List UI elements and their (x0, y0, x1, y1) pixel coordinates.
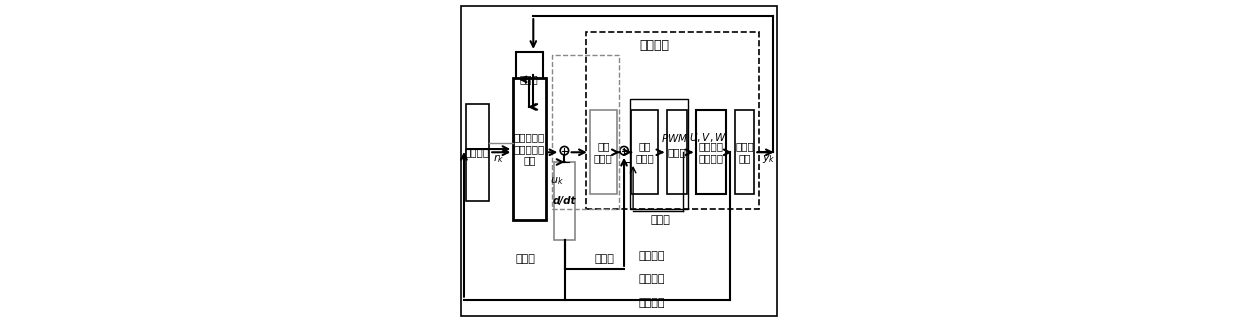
FancyBboxPatch shape (590, 110, 617, 194)
FancyBboxPatch shape (554, 162, 575, 240)
Text: $u_k$: $u_k$ (550, 176, 564, 187)
FancyBboxPatch shape (696, 110, 726, 194)
Text: 速度环: 速度环 (595, 254, 615, 264)
FancyBboxPatch shape (667, 110, 686, 194)
Text: 位置多周期
滑模重复控
制器: 位置多周期 滑模重复控 制器 (514, 133, 545, 166)
Text: 逆变器: 逆变器 (668, 147, 686, 157)
Text: 电流检测: 电流检测 (638, 274, 665, 284)
Text: 伺服对象: 伺服对象 (639, 39, 669, 52)
Text: $PWM$: $PWM$ (660, 132, 688, 144)
Text: 光电编
码器: 光电编 码器 (735, 142, 753, 163)
FancyBboxPatch shape (632, 110, 658, 194)
Text: 电流检测: 电流检测 (638, 251, 665, 261)
Text: 位置检测: 位置检测 (638, 298, 665, 308)
FancyBboxPatch shape (515, 52, 543, 107)
Text: $r_k$: $r_k$ (493, 152, 504, 165)
Text: −: − (621, 156, 631, 169)
Text: $y_k$: $y_k$ (762, 153, 776, 165)
Text: 速度
控制器: 速度 控制器 (593, 142, 612, 163)
Circle shape (620, 146, 628, 155)
FancyBboxPatch shape (466, 104, 489, 201)
Text: 位置环: 位置环 (515, 254, 535, 264)
Text: d/dt: d/dt (553, 196, 576, 206)
FancyBboxPatch shape (461, 6, 777, 316)
Text: 位置给定: 位置给定 (465, 147, 489, 157)
Text: 电流环: 电流环 (650, 215, 670, 225)
Text: 存储器: 存储器 (520, 75, 539, 84)
Text: 永磁同步
直线电机: 永磁同步 直线电机 (699, 142, 724, 163)
Circle shape (560, 146, 569, 155)
FancyBboxPatch shape (513, 78, 545, 220)
Text: −: − (561, 156, 571, 169)
Text: $U,V,W$: $U,V,W$ (689, 131, 727, 144)
FancyBboxPatch shape (735, 110, 755, 194)
Text: 电流
控制器: 电流 控制器 (636, 142, 654, 163)
